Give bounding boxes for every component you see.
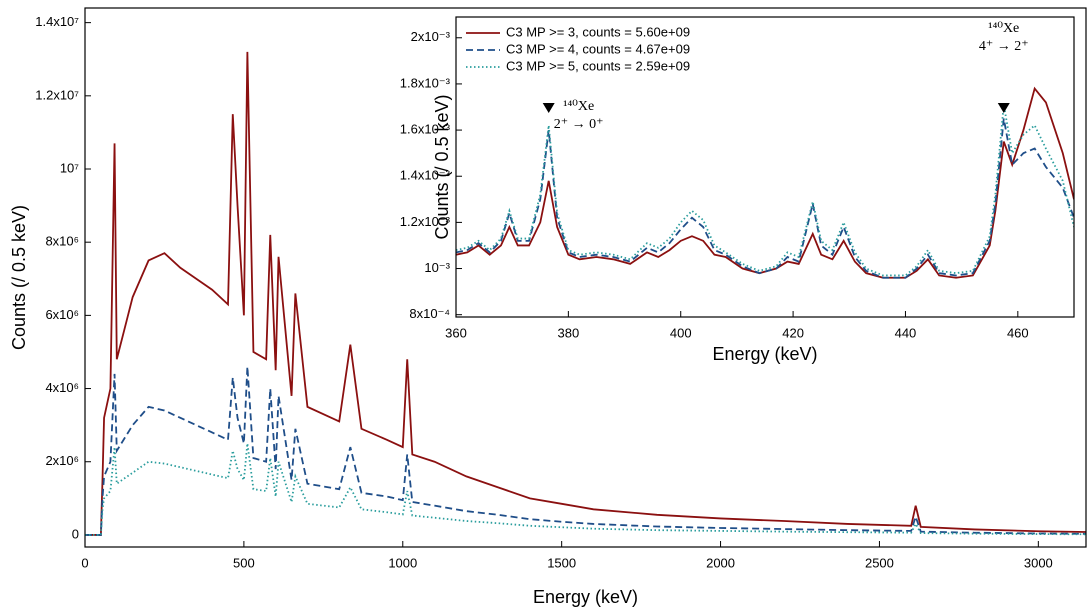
y-tick-label: 6x10⁶ xyxy=(45,307,79,322)
y-tick-label: 1.8x10⁻³ xyxy=(400,75,451,90)
annotation: ¹⁴⁰Xe xyxy=(563,99,594,114)
series-group xyxy=(456,86,1074,279)
legend-label: C3 MP >= 5, counts = 2.59e+09 xyxy=(506,58,690,73)
series-line xyxy=(85,366,1086,536)
x-axis-title: Energy (keV) xyxy=(712,344,817,364)
plot-1: 360 380 400 420 440 460 8x10⁻⁴ 10⁻³ 1.2x10⁻³ 1.4x… xyxy=(400,16,1075,364)
x-tick-label: 400 xyxy=(670,325,692,340)
y-tick-label: 8x10⁻⁴ xyxy=(409,306,450,321)
y-tick-label: 10⁻³ xyxy=(424,260,450,275)
y-tick-label: 8x10⁶ xyxy=(45,234,79,249)
y-axis-title: Counts (/ 0.5 keV) xyxy=(432,94,452,239)
x-tick-label: 420 xyxy=(782,325,804,340)
x-tick-label: 3000 xyxy=(1024,555,1053,570)
y-tick-label: 0 xyxy=(72,526,79,541)
x-tick-label: 0 xyxy=(81,555,88,570)
series-line xyxy=(85,443,1086,536)
y-tick-label: 1.4x10⁷ xyxy=(35,14,79,29)
annotation: 4⁺ → 2⁺ xyxy=(979,39,1029,54)
annotation: 2⁺ → 0⁺ xyxy=(554,117,604,132)
x-tick-label: 500 xyxy=(233,555,255,570)
series-group xyxy=(85,51,1086,536)
x-tick-label: 380 xyxy=(558,325,580,340)
peak-marker xyxy=(542,103,555,113)
plot-area xyxy=(456,17,1074,317)
y-tick-label: 1.2x10⁷ xyxy=(35,87,79,102)
series-line xyxy=(85,51,1086,536)
y-tick-label: 2x10⁶ xyxy=(45,453,79,468)
legend-label: C3 MP >= 3, counts = 5.60e+09 xyxy=(506,24,690,39)
x-tick-label: 360 xyxy=(445,325,467,340)
peak-marker xyxy=(997,103,1010,113)
x-tick-label: 1000 xyxy=(388,555,417,570)
y-tick-label: 1.4x10⁻³ xyxy=(400,168,451,183)
y-tick-label: 1.6x10⁻³ xyxy=(400,122,451,137)
x-tick-label: 460 xyxy=(1007,325,1029,340)
x-axis-title: Energy (keV) xyxy=(533,587,638,607)
x-tick-label: 440 xyxy=(895,325,917,340)
plot-frame xyxy=(455,16,1075,318)
legend-label: C3 MP >= 4, counts = 4.67e+09 xyxy=(506,41,690,56)
y-tick-label: 10⁷ xyxy=(60,160,79,175)
annotation: ¹⁴⁰Xe xyxy=(988,21,1019,36)
y-tick-label: 1.2x10⁻³ xyxy=(400,214,451,229)
x-tick-label: 2000 xyxy=(706,555,735,570)
x-tick-label: 2500 xyxy=(865,555,894,570)
y-tick-label: 2x10⁻³ xyxy=(411,29,451,44)
plot-frame xyxy=(84,7,1087,548)
series-line xyxy=(456,104,1074,277)
x-tick-label: 1500 xyxy=(547,555,576,570)
y-axis-title: Counts (/ 0.5 keV) xyxy=(9,205,29,350)
y-tick-label: 4x10⁶ xyxy=(45,380,79,395)
